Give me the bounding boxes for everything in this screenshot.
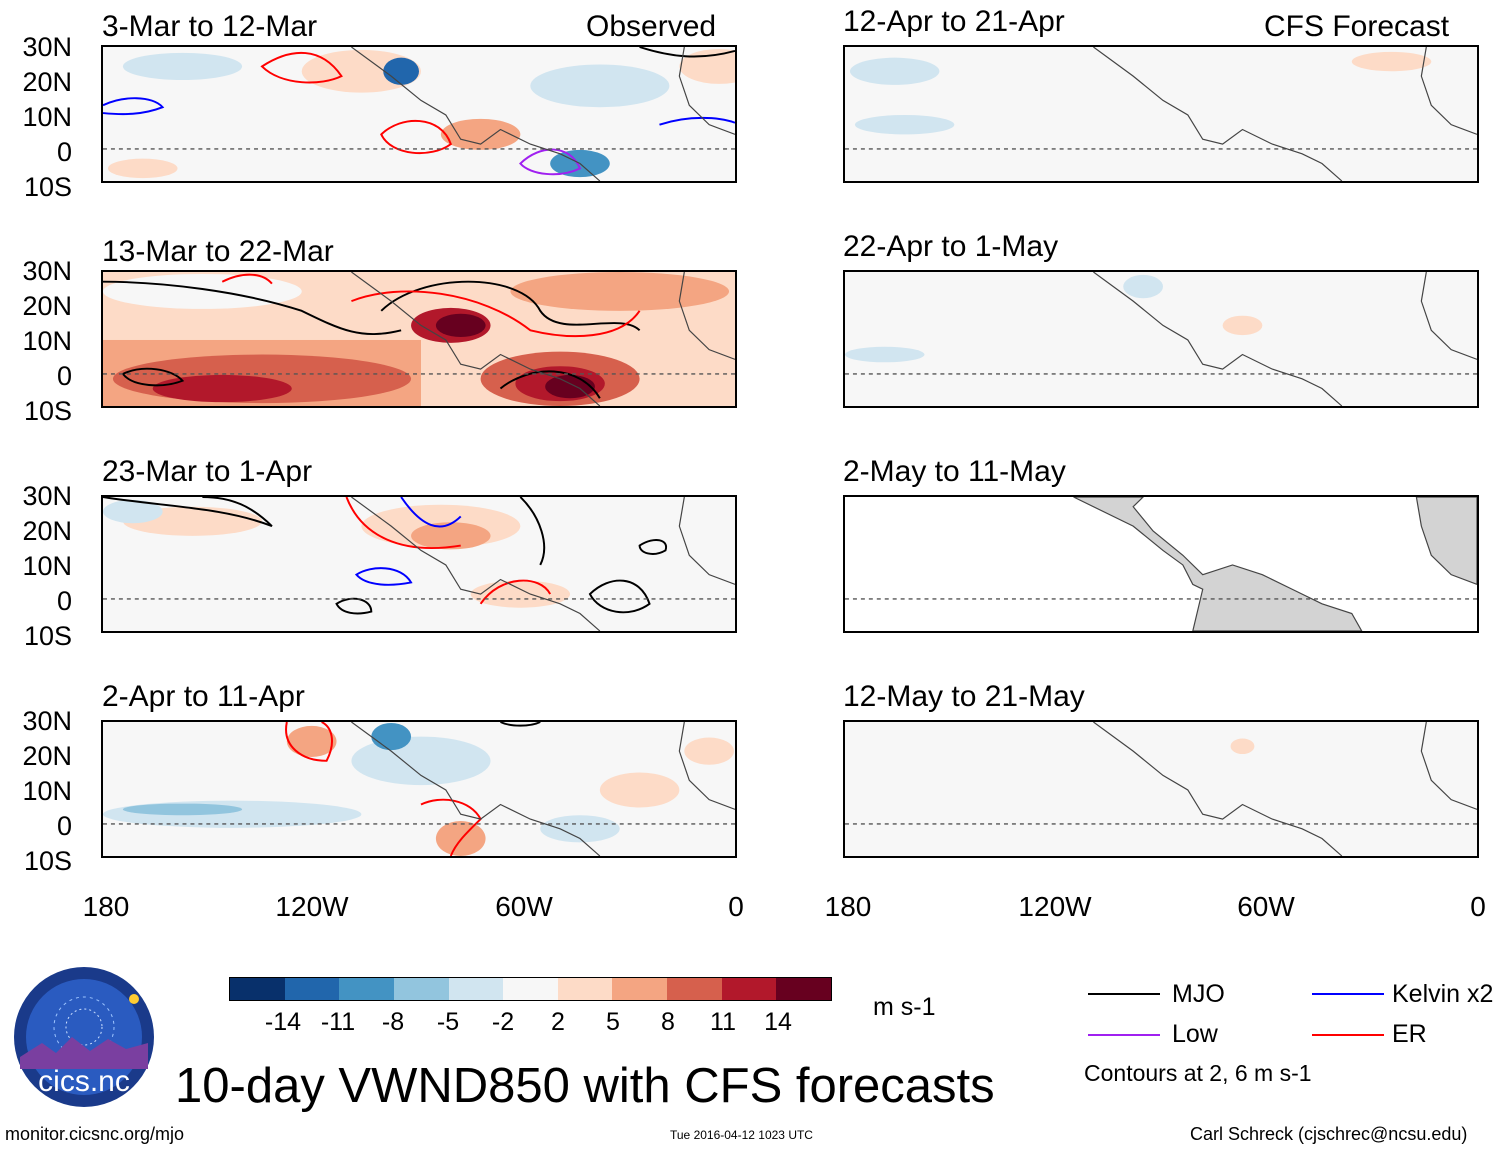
map-panel-obs-1 [101,45,737,183]
panel-title-obs-2: 13-Mar to 22-Mar [102,235,334,268]
map-panel-fc-3 [843,495,1479,633]
colorbar-tick: -2 [491,1008,515,1036]
lat-label: 20N [22,741,72,771]
footer-author: Carl Schreck (cjschrec@ncsu.edu) [1190,1124,1468,1144]
lon-label: 0 [1470,891,1486,922]
panel-title-obs-4: 2-Apr to 11-Apr [102,680,305,713]
legend-note: Contours at 2, 6 m s-1 [1084,1060,1312,1086]
colorbar [229,977,832,1001]
lat-label: 20N [22,516,72,546]
lon-label: 60W [495,891,553,922]
lat-label: 10N [22,776,72,806]
observed-label: Observed [586,10,717,43]
colorbar-swatch [776,978,832,1000]
lon-label: 180 [824,891,872,922]
panel-title-obs-3: 23-Mar to 1-Apr [102,455,313,488]
map-panel-fc-2 [843,270,1479,408]
colorbar-tick: 2 [551,1008,565,1036]
legend-line-er [1312,1034,1384,1036]
footer-timestamp: Tue 2016-04-12 1023 UTC [670,1128,813,1142]
colorbar-swatch [721,978,777,1000]
colorbar-tick: -11 [320,1008,356,1036]
colorbar-swatch [612,978,668,1000]
legend-label-er: ER [1392,1020,1427,1048]
colorbar-tick: 11 [710,1008,736,1036]
panel-title-obs-1: 3-Mar to 12-Mar [102,10,318,43]
legend-label-kelvin: Kelvin x2 [1392,980,1494,1008]
lat-label: 30N [22,706,72,736]
colorbar-swatch [393,978,449,1000]
map-panel-obs-2 [101,270,737,408]
lon-label: 120W [275,891,349,922]
panel-title-fc-4: 12-May to 21-May [843,680,1085,713]
colorbar-swatch [448,978,504,1000]
lat-label: 30N [22,32,72,62]
lat-label: 0 [56,137,72,167]
lat-label: 10N [22,551,72,581]
lat-label: 30N [22,256,72,286]
colorbar-tick: 5 [606,1008,620,1036]
map-panel-fc-1 [843,45,1479,183]
lat-label: 20N [22,67,72,97]
legend-line-low [1088,1034,1160,1036]
colorbar-swatch [284,978,340,1000]
logo-text: cics.nc [38,1065,130,1098]
colorbar-units: m s-1 [873,993,936,1021]
lat-label: 0 [56,586,72,616]
colorbar-swatch [339,978,394,1000]
lat-label: 10N [22,102,72,132]
colorbar-tick: -5 [436,1008,460,1036]
lat-label: 10S [23,172,72,202]
colorbar-swatch [503,978,558,1000]
lat-label: 10S [23,396,72,426]
colorbar-swatch [667,978,722,1000]
lat-label: 30N [22,481,72,511]
lon-label: 0 [728,891,744,922]
lat-label: 0 [56,361,72,391]
lat-label: 10S [23,846,72,876]
map-panel-fc-4 [843,720,1479,858]
legend-label-mjo: MJO [1172,980,1225,1008]
lon-label: 120W [1018,891,1092,922]
footer-url[interactable]: monitor.cicsnc.org/mjo [5,1124,185,1144]
map-panel-obs-3 [101,495,737,633]
legend-line-mjo [1088,993,1160,995]
lat-label: 20N [22,291,72,321]
panel-title-fc-3: 2-May to 11-May [843,455,1066,488]
colorbar-tick: -8 [381,1008,405,1036]
legend-label-low: Low [1172,1020,1218,1048]
figure-title: 10-day VWND850 with CFS forecasts [175,1059,995,1113]
panel-title-fc-1: 12-Apr to 21-Apr [843,5,1065,38]
colorbar-tick: 8 [661,1008,675,1036]
lat-label: 0 [56,811,72,841]
panel-title-fc-2: 22-Apr to 1-May [843,230,1059,263]
forecast-label: CFS Forecast [1264,10,1450,43]
colorbar-tick: 14 [764,1008,792,1036]
lat-label: 10S [23,621,72,651]
legend-line-kelvin [1312,993,1384,995]
map-panel-obs-4 [101,720,737,858]
colorbar-swatch [230,978,285,1000]
lon-label: 180 [82,891,130,922]
colorbar-tick: -14 [264,1008,302,1036]
lat-label: 10N [22,326,72,356]
cics-logo: cics.nc [12,965,156,1109]
lon-label: 60W [1237,891,1295,922]
colorbar-swatch [557,978,613,1000]
